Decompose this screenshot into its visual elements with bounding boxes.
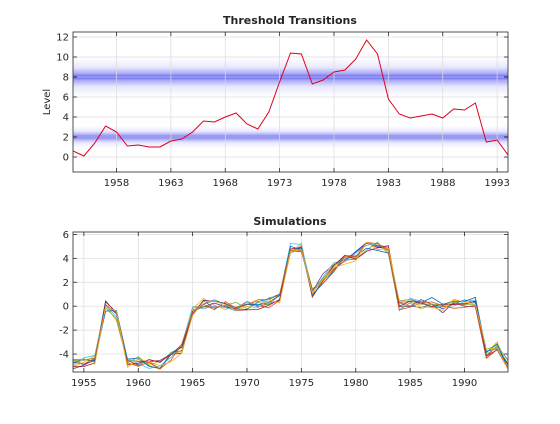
x-tick-label: 1975 [289,378,314,389]
x-tick-label: 1978 [321,178,346,189]
y-axis-label-level: Level [42,89,53,115]
x-tick-label: 1985 [397,378,422,389]
x-tick-label: 1973 [267,178,292,189]
x-tick-label: 1958 [104,178,129,189]
simulation-line [73,243,508,369]
x-tick-label: 1983 [376,178,401,189]
y-tick-label: 4 [63,254,69,265]
x-tick-label: 1968 [213,178,238,189]
series-line-level [73,39,508,157]
simulations-axes: 1955 1960 1965 1970 1975 1980 1985 1990 -4 -2 0 2 4 6… [59,215,509,389]
axes-frame [72,31,509,173]
plot-area [73,232,508,372]
x-tick-label: 1963 [158,178,183,189]
y-tick-label: 0 [63,302,69,313]
y-tick-label: 8 [63,73,69,84]
x-tick-label: 1955 [71,378,96,389]
y-tick-label: 2 [63,133,69,144]
plot-area [73,32,508,172]
x-tick-label: 1988 [430,178,455,189]
x-tick-label: 1990 [452,378,477,389]
y-tick-label: -2 [59,326,69,337]
x-tick-label: 1970 [234,378,259,389]
y-tick-label: 6 [63,93,69,104]
y-tick-label: 10 [56,53,69,64]
x-tick-label: 1993 [484,178,509,189]
simulation-line [73,241,508,370]
x-tick-label: 1960 [126,378,151,389]
y-tick-label: 12 [56,33,69,44]
x-tick-label: 1980 [343,378,368,389]
chart-title-threshold: Threshold Transitions [223,14,357,27]
threshold-transitions-axes: 1958 1963 1968 1973 1978 1983 1988 1993 0 2 4 6 8 10 1… [42,14,510,189]
x-tick-label: 1965 [180,378,205,389]
y-tick-label: -4 [59,350,69,361]
y-tick-label: 0 [63,153,69,164]
axes-frame [72,231,509,373]
simulation-line [73,242,508,370]
y-tick-label: 4 [63,113,69,124]
y-tick-label: 6 [63,230,69,241]
y-tick-label: 2 [63,278,69,289]
chart-title-simulations: Simulations [253,215,327,228]
